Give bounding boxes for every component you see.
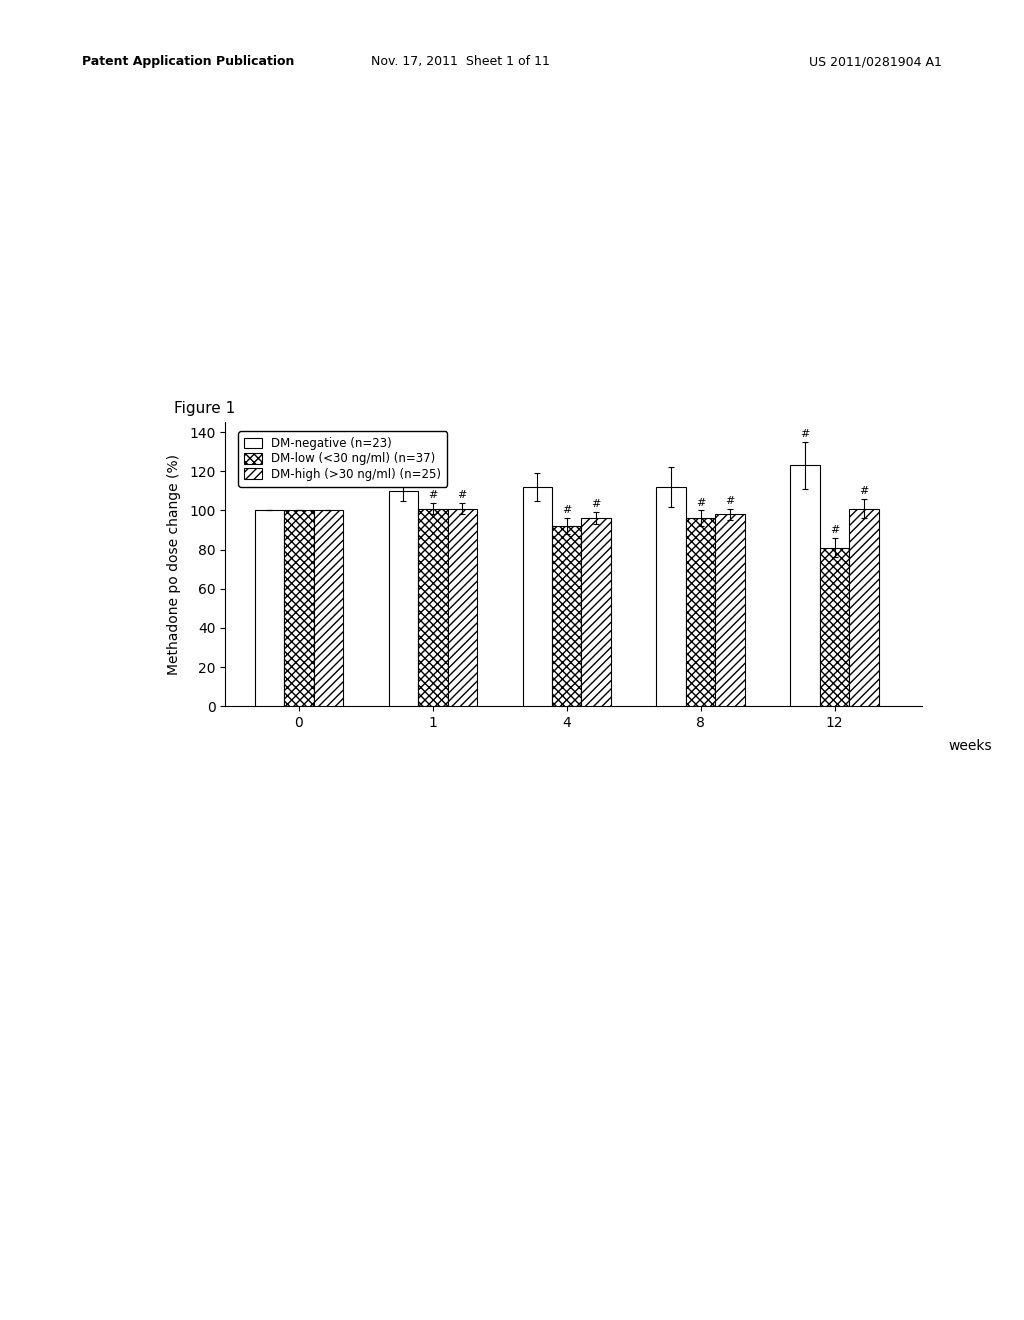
Bar (313, 511, 343, 706)
Bar (686, 519, 716, 706)
Text: #: # (696, 498, 706, 507)
Bar (255, 511, 285, 706)
Bar (418, 508, 447, 706)
Bar (389, 491, 418, 706)
Y-axis label: Methadone po dose change (%): Methadone po dose change (%) (167, 454, 181, 675)
Text: #: # (592, 499, 601, 510)
Bar (656, 487, 686, 706)
Bar (716, 515, 744, 706)
Text: #: # (829, 525, 840, 535)
Bar (522, 487, 552, 706)
Text: Patent Application Publication: Patent Application Publication (82, 55, 294, 69)
Bar (552, 527, 582, 706)
Bar (447, 508, 477, 706)
Text: #: # (428, 490, 437, 500)
Text: #: # (725, 495, 735, 506)
Bar (820, 548, 849, 706)
Text: #: # (859, 486, 868, 496)
Text: #: # (801, 429, 810, 440)
Text: Nov. 17, 2011  Sheet 1 of 11: Nov. 17, 2011 Sheet 1 of 11 (372, 55, 550, 69)
Text: US 2011/0281904 A1: US 2011/0281904 A1 (809, 55, 942, 69)
Text: #: # (458, 490, 467, 500)
Bar (285, 511, 313, 706)
Text: #: # (562, 506, 571, 515)
Bar (849, 508, 879, 706)
Text: weeks: weeks (948, 739, 992, 754)
Text: Figure 1: Figure 1 (174, 401, 236, 416)
Bar (582, 519, 611, 706)
Legend: DM-negative (n=23), DM-low (<30 ng/ml) (n=37), DM-high (>30 ng/ml) (n=25): DM-negative (n=23), DM-low (<30 ng/ml) (… (239, 432, 447, 487)
Bar (791, 466, 820, 706)
